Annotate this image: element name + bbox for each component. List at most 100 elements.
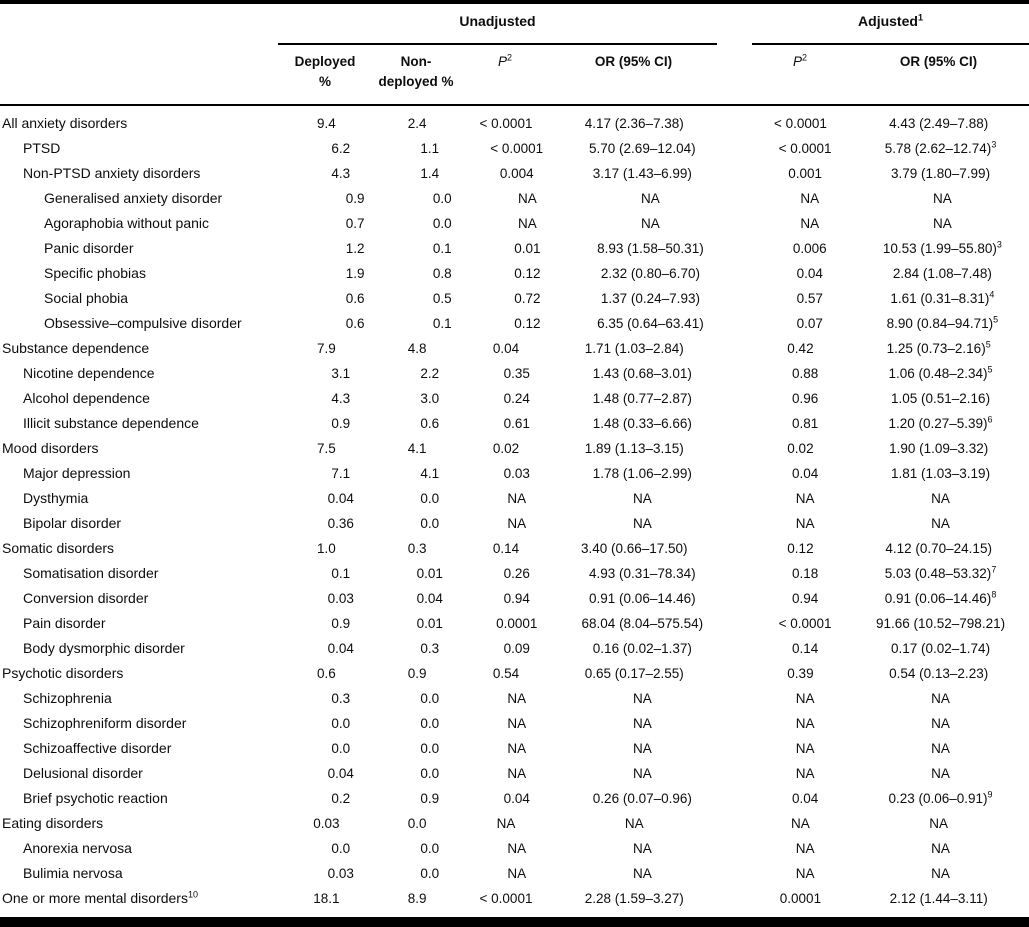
or-ci-unadjusted: NA bbox=[632, 766, 652, 781]
p-value-adjusted: 0.94 bbox=[791, 591, 819, 606]
deployed-percent-value: 7.1 bbox=[331, 466, 351, 481]
nondeployed-percent-value: 4.1 bbox=[420, 466, 440, 481]
p-value-adjusted: 0.12 bbox=[787, 541, 814, 556]
or-ci-unadjusted: NA bbox=[632, 716, 652, 731]
column-gap bbox=[724, 386, 758, 411]
or-ci-adjusted: NA bbox=[931, 841, 950, 856]
table-row: Pain disorder 0.9 0.01 0.0001 68.04 (8.0… bbox=[0, 611, 1029, 636]
column-gap bbox=[724, 561, 758, 586]
disorder-label: Non-PTSD anxiety disorders bbox=[23, 165, 201, 181]
p-value-adjusted: NA bbox=[795, 691, 815, 706]
table-row: Specific phobias 1.9 0.8 0.12 2.32 (0.80… bbox=[0, 261, 1029, 286]
nondeployed-percent-value: 0.0 bbox=[420, 766, 440, 781]
p-value-unadjusted: < 0.0001 bbox=[490, 141, 544, 156]
disorder-label: Eating disorders bbox=[2, 815, 104, 831]
disorder-label: Schizophrenia bbox=[23, 690, 112, 706]
or-ci-adjusted: 4.12 (0.70–24.15) bbox=[885, 541, 992, 556]
p-value-adjusted: 0.0001 bbox=[779, 891, 822, 906]
p-footnote-marker: 2 bbox=[802, 52, 808, 63]
table-row: Schizophrenia 0.3 0.0 NA NA NA NA bbox=[0, 686, 1029, 711]
deployed-percent-value: 0.0 bbox=[331, 741, 351, 756]
column-gap bbox=[730, 236, 764, 261]
disorder-label: Schizophreniform disorder bbox=[23, 715, 187, 731]
column-gap bbox=[724, 636, 758, 661]
column-gap bbox=[718, 336, 753, 361]
disorder-label: Illicit substance dependence bbox=[23, 415, 199, 431]
p-value-unadjusted: NA bbox=[507, 741, 527, 756]
p-value-unadjusted: NA bbox=[507, 866, 527, 881]
or-ci-unadjusted: NA bbox=[632, 491, 652, 506]
deployed-percent-value: 6.2 bbox=[331, 141, 351, 156]
nondeployed-percent-value: 0.9 bbox=[407, 666, 427, 681]
column-gap bbox=[730, 211, 764, 236]
disorder-label: Substance dependence bbox=[2, 340, 150, 356]
disorder-label: Schizoaffective disorder bbox=[23, 740, 172, 756]
p-value-adjusted: NA bbox=[795, 841, 815, 856]
p-value-adjusted: 0.18 bbox=[791, 566, 819, 581]
p-value-adjusted: 0.001 bbox=[788, 166, 823, 181]
p-value-adjusted: 0.006 bbox=[792, 241, 827, 256]
disorder-label: Anorexia nervosa bbox=[23, 840, 132, 856]
nondeployed-percent-value: 2.4 bbox=[407, 116, 427, 131]
deployed-percent-value: 18.1 bbox=[313, 891, 340, 906]
or-ci-unadjusted: NA bbox=[632, 741, 652, 756]
table-row: Somatic disorders 1.0 0.3 0.14 3.40 (0.6… bbox=[0, 536, 1029, 561]
deployed-column-header: Deployed% bbox=[294, 54, 356, 89]
disorder-label: Psychotic disorders bbox=[2, 665, 124, 681]
nondeployed-percent-value: 0.6 bbox=[420, 416, 440, 431]
row-label-column-header bbox=[0, 52, 278, 104]
or-ci-unadjusted: 5.70 (2.69–12.04) bbox=[589, 141, 696, 156]
deployed-percent-value: 0.04 bbox=[327, 491, 354, 506]
p-value-adjusted: 0.02 bbox=[787, 441, 814, 456]
p-value-unadjusted: 0.03 bbox=[503, 466, 530, 481]
p-value-adjusted: 0.04 bbox=[791, 466, 819, 481]
or-ci-adjusted: 2.84 (1.08–7.48) bbox=[892, 266, 992, 281]
nondeployed-percent-value: 8.9 bbox=[407, 891, 427, 906]
or-ci-adjusted: 5.03 (0.48–53.32)7 bbox=[884, 564, 997, 581]
or-ci-adjusted: 0.23 (0.06–0.91)9 bbox=[888, 789, 993, 806]
or-ci-unadjusted: 1.78 (1.06–2.99) bbox=[592, 466, 692, 481]
unadjusted-group-header: Unadjusted bbox=[459, 13, 536, 29]
p-value-adjusted: < 0.0001 bbox=[778, 616, 832, 631]
p-adjusted-column-header: P2 bbox=[792, 52, 808, 69]
deployed-percent-value: 9.4 bbox=[316, 116, 336, 131]
p-value-adjusted: < 0.0001 bbox=[778, 141, 832, 156]
column-gap bbox=[724, 761, 758, 786]
deployed-percent-value: 0.9 bbox=[345, 191, 365, 206]
disorder-label: Social phobia bbox=[44, 290, 129, 306]
or-ci-unadjusted: 3.17 (1.43–6.99) bbox=[592, 166, 692, 181]
deployed-percent-value: 0.6 bbox=[345, 316, 365, 331]
disorder-label: Bulimia nervosa bbox=[23, 865, 123, 881]
nondeployed-percent-value: 0.0 bbox=[420, 741, 440, 756]
column-gap bbox=[724, 711, 758, 736]
column-gap bbox=[717, 52, 752, 104]
or-ci-unadjusted: 8.93 (1.58–50.31) bbox=[597, 241, 704, 256]
nondeployed-percent-value: 0.5 bbox=[432, 291, 452, 306]
p-value-unadjusted: 0.72 bbox=[514, 291, 541, 306]
table-row: Body dysmorphic disorder 0.04 0.3 0.09 0… bbox=[0, 636, 1029, 661]
table-row: Bipolar disorder 0.36 0.0 NA NA NA NA bbox=[0, 511, 1029, 536]
column-gap bbox=[724, 736, 758, 761]
deployed-percent-value: 1.0 bbox=[316, 541, 336, 556]
column-gap bbox=[718, 811, 753, 836]
p-value-unadjusted: < 0.0001 bbox=[479, 891, 533, 906]
or-ci-adjusted: NA bbox=[929, 816, 949, 831]
or-ci-unadjusted: 4.17 (2.36–7.38) bbox=[584, 116, 684, 131]
disorder-label: Panic disorder bbox=[44, 240, 134, 256]
p-value-adjusted: 0.39 bbox=[787, 666, 814, 681]
or-ci-adjusted: 3.79 (1.80–7.99) bbox=[890, 166, 991, 181]
table-row: One or more mental disorders10 18.1 8.9 … bbox=[0, 886, 1029, 911]
nondeployed-percent-value: 0.3 bbox=[407, 541, 427, 556]
or-ci-adjusted: NA bbox=[931, 491, 950, 506]
or-ci-adjusted: 1.61 (0.31–8.31)4 bbox=[890, 289, 995, 306]
unadjusted-spanner-rule bbox=[278, 43, 717, 45]
p-value-unadjusted: 0.12 bbox=[514, 266, 541, 281]
table-row: Anorexia nervosa 0.0 0.0 NA NA NA NA bbox=[0, 836, 1029, 861]
or-ci-adjusted: 1.06 (0.48–2.34)5 bbox=[888, 364, 993, 381]
column-gap bbox=[724, 161, 758, 186]
deployed-percent-value: 4.3 bbox=[331, 166, 351, 181]
p-value-adjusted: 0.81 bbox=[791, 416, 819, 431]
column-gap bbox=[724, 586, 758, 611]
p-value-unadjusted: NA bbox=[507, 766, 527, 781]
table-row: Schizoaffective disorder 0.0 0.0 NA NA N… bbox=[0, 736, 1029, 761]
